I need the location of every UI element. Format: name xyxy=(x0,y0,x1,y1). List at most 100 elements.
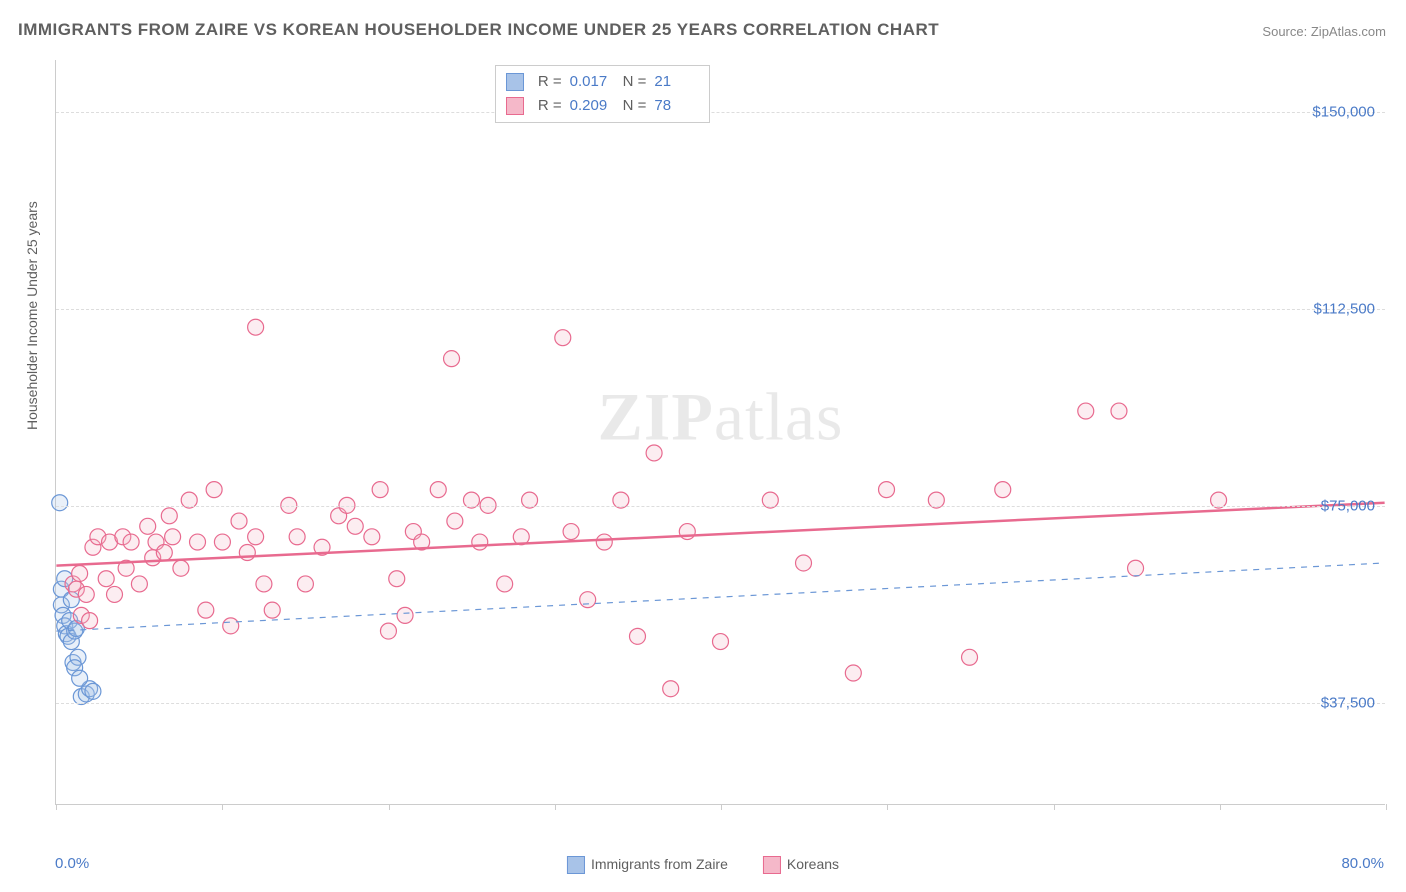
source-credit: Source: ZipAtlas.com xyxy=(1262,24,1386,39)
chart-svg xyxy=(56,60,1385,804)
data-point xyxy=(72,565,88,581)
y-axis-label: Householder Income Under 25 years xyxy=(24,201,40,430)
data-point xyxy=(248,529,264,545)
data-point xyxy=(497,576,513,592)
data-point xyxy=(347,518,363,534)
data-point xyxy=(563,524,579,540)
correlation-legend-row: R = 0.209 N = 78 xyxy=(506,94,700,118)
data-point xyxy=(78,586,94,602)
data-point xyxy=(796,555,812,571)
data-point xyxy=(1078,403,1094,419)
data-point xyxy=(289,529,305,545)
correlation-legend: R = 0.017 N = 21 R = 0.209 N = 78 xyxy=(495,65,711,123)
chart-title: IMMIGRANTS FROM ZAIRE VS KOREAN HOUSEHOL… xyxy=(18,20,939,40)
legend-swatch xyxy=(763,856,781,874)
data-point xyxy=(646,445,662,461)
data-point xyxy=(190,534,206,550)
data-point xyxy=(107,586,123,602)
legend-label: Koreans xyxy=(787,856,839,872)
x-tick xyxy=(887,804,888,810)
series-legend: Immigrants from Zaire Koreans xyxy=(567,856,839,874)
data-point xyxy=(198,602,214,618)
data-point xyxy=(231,513,247,529)
n-value: 21 xyxy=(654,70,699,94)
data-point xyxy=(397,607,413,623)
correlation-legend-row: R = 0.017 N = 21 xyxy=(506,70,700,94)
legend-label: Immigrants from Zaire xyxy=(591,856,728,872)
data-point xyxy=(555,330,571,346)
data-point xyxy=(72,670,88,686)
data-point xyxy=(580,592,596,608)
legend-swatch xyxy=(506,97,524,115)
data-point xyxy=(297,576,313,592)
gridline xyxy=(56,112,1385,113)
data-point xyxy=(1128,560,1144,576)
data-point xyxy=(156,545,172,561)
data-point xyxy=(430,482,446,498)
x-tick xyxy=(555,804,556,810)
x-tick xyxy=(56,804,57,810)
chart-container: IMMIGRANTS FROM ZAIRE VS KOREAN HOUSEHOL… xyxy=(0,0,1406,892)
data-point xyxy=(131,576,147,592)
x-tick xyxy=(389,804,390,810)
gridline xyxy=(56,309,1385,310)
data-point xyxy=(206,482,222,498)
n-value: 78 xyxy=(654,94,699,118)
data-point xyxy=(380,623,396,639)
legend-item: Immigrants from Zaire xyxy=(567,856,728,874)
data-point xyxy=(140,518,156,534)
plot-area: ZIPatlas R =0.017N =21R =0.209N =78 $37,… xyxy=(55,60,1385,805)
x-tick xyxy=(721,804,722,810)
data-point xyxy=(447,513,463,529)
data-point xyxy=(82,613,98,629)
data-point xyxy=(663,681,679,697)
source-label: Source: xyxy=(1262,24,1307,39)
data-point xyxy=(962,649,978,665)
r-label: R = xyxy=(538,94,562,118)
source-link[interactable]: ZipAtlas.com xyxy=(1311,24,1386,39)
x-tick xyxy=(1220,804,1221,810)
data-point xyxy=(596,534,612,550)
data-point xyxy=(85,683,101,699)
data-point xyxy=(214,534,230,550)
data-point xyxy=(248,319,264,335)
x-axis-min-label: 0.0% xyxy=(55,855,89,872)
x-tick xyxy=(222,804,223,810)
data-point xyxy=(123,534,139,550)
gridline xyxy=(56,506,1385,507)
data-point xyxy=(52,495,68,511)
data-point xyxy=(223,618,239,634)
legend-swatch xyxy=(567,856,585,874)
data-point xyxy=(173,560,189,576)
data-point xyxy=(165,529,181,545)
r-value: 0.017 xyxy=(570,70,615,94)
data-point xyxy=(713,634,729,650)
data-point xyxy=(372,482,388,498)
data-point xyxy=(389,571,405,587)
r-value: 0.209 xyxy=(570,94,615,118)
y-tick-label: $37,500 xyxy=(1321,694,1375,711)
data-point xyxy=(364,529,380,545)
data-point xyxy=(845,665,861,681)
legend-item: Koreans xyxy=(763,856,839,874)
legend-swatch xyxy=(506,73,524,91)
data-point xyxy=(161,508,177,524)
gridline xyxy=(56,703,1385,704)
data-point xyxy=(444,351,460,367)
y-tick-label: $150,000 xyxy=(1312,104,1375,121)
n-label: N = xyxy=(623,94,647,118)
x-tick xyxy=(1054,804,1055,810)
r-label: R = xyxy=(538,70,562,94)
data-point xyxy=(1111,403,1127,419)
y-tick-label: $75,000 xyxy=(1321,497,1375,514)
data-point xyxy=(256,576,272,592)
data-point xyxy=(629,628,645,644)
n-label: N = xyxy=(623,70,647,94)
x-tick xyxy=(1386,804,1387,810)
y-tick-label: $112,500 xyxy=(1314,301,1375,318)
data-point xyxy=(239,545,255,561)
x-axis-max-label: 80.0% xyxy=(1341,855,1384,872)
data-point xyxy=(472,534,488,550)
data-point xyxy=(98,571,114,587)
data-point xyxy=(995,482,1011,498)
